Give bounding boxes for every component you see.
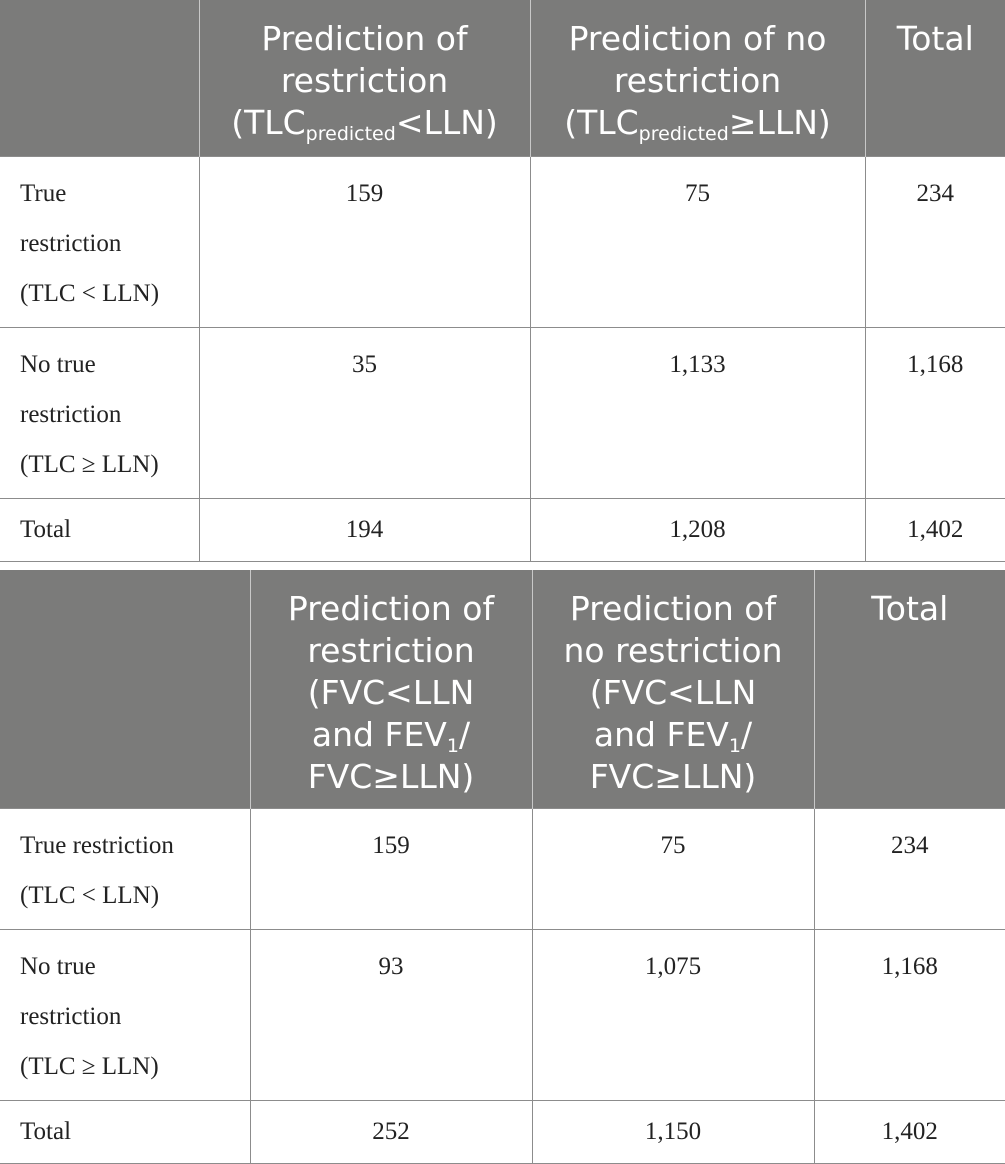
table-header-row: Prediction of restriction (FVC<LLN and F… — [0, 570, 1005, 809]
cell-value: 194 — [198, 497, 531, 562]
row-label-no-true-restriction: No true restriction (TLC ≥ LLN) — [0, 929, 251, 1101]
header-text-line: / — [740, 715, 753, 754]
cell-value: 159 — [249, 808, 533, 930]
header-text-line: and FEV — [593, 715, 729, 754]
cell-value: 35 — [198, 326, 531, 499]
header-text-line: and FEV — [311, 715, 447, 754]
table-total-row: Total 252 1,150 1,402 — [0, 1100, 1005, 1164]
row-label-line: No true — [20, 350, 96, 378]
cell-value: 1,150 — [531, 1100, 815, 1164]
header-text-line: (FVC<LLN — [589, 673, 757, 712]
cell-value: 1,075 — [531, 929, 815, 1101]
table-row: No true restriction (TLC ≥ LLN) 93 1,075… — [0, 929, 1005, 1101]
header-text-line: restriction — [613, 61, 782, 100]
row-label-line: True — [20, 179, 67, 207]
contingency-table-tlc-prediction: Prediction of restriction (TLCpredicted<… — [0, 0, 1005, 562]
cell-total: 1,168 — [864, 326, 1005, 499]
cell-total: 1,402 — [813, 1100, 1005, 1164]
header-total: Total — [864, 0, 1005, 156]
header-subscript: 1 — [728, 735, 741, 757]
table-total-row: Total 194 1,208 1,402 — [0, 497, 1005, 562]
row-label-line: No true — [20, 953, 96, 980]
row-label-line: restriction — [20, 1003, 122, 1030]
header-prediction-no-restriction: Prediction of no restriction (FVC<LLN an… — [531, 570, 815, 809]
header-subscript: 1 — [446, 735, 459, 757]
header-text-line: restriction — [307, 631, 475, 670]
table-row: True restriction (TLC < LLN) 159 75 234 — [0, 808, 1005, 930]
header-total: Total — [813, 570, 1005, 809]
cell-value: 252 — [249, 1100, 533, 1164]
row-label-total: Total — [0, 497, 200, 562]
header-text-line: FVC≥LLN) — [307, 757, 475, 796]
header-text-line: FVC≥LLN) — [589, 757, 757, 796]
header-text-line: no restriction — [563, 631, 783, 670]
cell-value: 75 — [531, 808, 815, 930]
header-text-line: / — [458, 715, 471, 754]
header-subscript: predicted — [638, 123, 729, 145]
row-label-line: (TLC ≥ LLN) — [20, 450, 159, 478]
row-label-line: restriction — [20, 400, 122, 428]
table-header-row: Prediction of restriction (TLCpredicted<… — [0, 0, 1005, 156]
header-prediction-restriction: Prediction of restriction (FVC<LLN and F… — [249, 570, 533, 809]
row-label-true-restriction: True restriction (TLC < LLN) — [0, 155, 200, 328]
header-prediction-restriction: Prediction of restriction (TLCpredicted<… — [198, 0, 531, 156]
header-corner-cell — [0, 570, 251, 809]
row-label-line: (TLC ≥ LLN) — [20, 1053, 159, 1080]
header-text-line: Prediction of no — [568, 19, 827, 58]
row-label-line: (TLC < LLN) — [20, 279, 160, 307]
header-text-line: <LLN) — [395, 103, 498, 142]
header-text-line: (FVC<LLN — [307, 673, 475, 712]
row-label-no-true-restriction: No true restriction (TLC ≥ LLN) — [0, 326, 200, 499]
row-label-line: (TLC < LLN) — [20, 882, 160, 909]
header-text-line: restriction — [280, 61, 449, 100]
row-label-line: True restriction — [20, 832, 174, 859]
header-text-line: Prediction of — [287, 589, 495, 628]
header-text-line: (TLC — [231, 103, 306, 142]
table-row: No true restriction (TLC ≥ LLN) 35 1,133… — [0, 326, 1005, 499]
table-row: True restriction (TLC < LLN) 159 75 234 — [0, 155, 1005, 328]
cell-value: 1,208 — [529, 497, 866, 562]
cell-total: 234 — [864, 155, 1005, 328]
cell-value: 75 — [529, 155, 866, 328]
cell-value: 159 — [198, 155, 531, 328]
cell-total: 1,168 — [813, 929, 1005, 1101]
header-text-line: (TLC — [564, 103, 639, 142]
header-text-line: Prediction of — [261, 19, 468, 58]
cell-total: 234 — [813, 808, 1005, 930]
header-text-line: ≥LLN) — [728, 103, 831, 142]
cell-value: 93 — [249, 929, 533, 1101]
row-label-line: restriction — [20, 229, 122, 257]
header-corner-cell — [0, 0, 200, 156]
cell-total: 1,402 — [864, 497, 1005, 562]
row-label-total: Total — [0, 1100, 251, 1164]
header-subscript: predicted — [305, 123, 396, 145]
contingency-table-fvc-prediction: Prediction of restriction (FVC<LLN and F… — [0, 570, 1005, 1164]
header-prediction-no-restriction: Prediction of no restriction (TLCpredict… — [529, 0, 866, 156]
row-label-true-restriction: True restriction (TLC < LLN) — [0, 808, 251, 930]
cell-value: 1,133 — [529, 326, 866, 499]
header-text-line: Prediction of — [569, 589, 777, 628]
